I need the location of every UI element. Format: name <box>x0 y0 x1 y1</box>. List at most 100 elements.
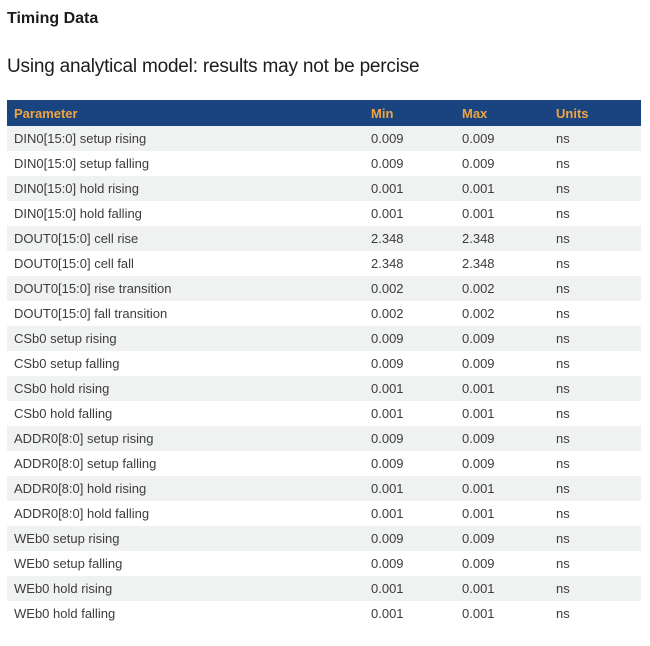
cell-min: 0.001 <box>371 481 404 496</box>
page-subtitle: Using analytical model: results may not … <box>7 56 420 77</box>
cell-min: 0.001 <box>371 606 404 621</box>
cell-min: 0.001 <box>371 406 404 421</box>
cell-max: 0.001 <box>462 606 495 621</box>
cell-min: 0.002 <box>371 306 404 321</box>
cell-max: 0.009 <box>462 131 495 146</box>
table-row: ADDR0[8:0] hold falling 0.001 0.001 ns <box>7 501 641 526</box>
table-row: WEb0 setup rising 0.009 0.009 ns <box>7 526 641 551</box>
cell-units: ns <box>556 456 570 471</box>
cell-max: 0.001 <box>462 381 495 396</box>
table-row: ADDR0[8:0] hold rising 0.001 0.001 ns <box>7 476 641 501</box>
column-header-parameter: Parameter <box>7 100 364 126</box>
cell-parameter: DOUT0[15:0] fall transition <box>14 306 168 321</box>
cell-min: 0.009 <box>371 156 404 171</box>
cell-min: 0.009 <box>371 556 404 571</box>
cell-units: ns <box>556 581 570 596</box>
cell-parameter: CSb0 setup rising <box>14 331 117 346</box>
cell-max: 0.009 <box>462 531 495 546</box>
cell-min: 0.009 <box>371 131 404 146</box>
cell-units: ns <box>556 406 570 421</box>
cell-parameter: ADDR0[8:0] setup rising <box>14 431 154 446</box>
cell-min: 0.001 <box>371 381 404 396</box>
cell-units: ns <box>556 331 570 346</box>
cell-max: 2.348 <box>462 231 495 246</box>
cell-parameter: WEb0 hold rising <box>14 581 113 596</box>
cell-units: ns <box>556 556 570 571</box>
cell-min: 0.009 <box>371 456 404 471</box>
cell-parameter: ADDR0[8:0] setup falling <box>14 456 157 471</box>
cell-units: ns <box>556 206 570 221</box>
cell-parameter: DOUT0[15:0] cell rise <box>14 231 139 246</box>
cell-min: 2.348 <box>371 256 404 271</box>
cell-units: ns <box>556 306 570 321</box>
cell-min: 0.001 <box>371 581 404 596</box>
cell-parameter: CSb0 setup falling <box>14 356 120 371</box>
cell-units: ns <box>556 256 570 271</box>
table-body: DIN0[15:0] setup rising 0.009 0.009 ns DIN0[… <box>7 126 641 626</box>
cell-units: ns <box>556 281 570 296</box>
cell-max: 0.009 <box>462 431 495 446</box>
table-row: ADDR0[8:0] setup rising 0.009 0.009 ns <box>7 426 641 451</box>
column-header-min: Min <box>364 100 455 126</box>
cell-max: 0.001 <box>462 506 495 521</box>
cell-max: 0.009 <box>462 456 495 471</box>
table-row: DIN0[15:0] hold rising 0.001 0.001 ns <box>7 176 641 201</box>
column-header-max: Max <box>455 100 549 126</box>
table-row: CSb0 setup rising 0.009 0.009 ns <box>7 326 641 351</box>
cell-min: 0.009 <box>371 431 404 446</box>
cell-min: 0.002 <box>371 281 404 296</box>
table-row: DOUT0[15:0] rise transition 0.002 0.002 ns <box>7 276 641 301</box>
cell-min: 0.001 <box>371 181 404 196</box>
cell-parameter: CSb0 hold rising <box>14 381 110 396</box>
cell-units: ns <box>556 156 570 171</box>
table-row: ADDR0[8:0] setup falling 0.009 0.009 ns <box>7 451 641 476</box>
table-row: DIN0[15:0] setup falling 0.009 0.009 ns <box>7 151 641 176</box>
cell-units: ns <box>556 531 570 546</box>
cell-max: 2.348 <box>462 256 495 271</box>
cell-max: 0.001 <box>462 181 495 196</box>
cell-parameter: DIN0[15:0] hold falling <box>14 206 142 221</box>
cell-units: ns <box>556 606 570 621</box>
table-row: CSb0 setup falling 0.009 0.009 ns <box>7 351 641 376</box>
cell-max: 0.002 <box>462 306 495 321</box>
cell-max: 0.001 <box>462 581 495 596</box>
cell-parameter: DIN0[15:0] hold rising <box>14 181 140 196</box>
cell-max: 0.001 <box>462 481 495 496</box>
cell-max: 0.001 <box>462 206 495 221</box>
table-row: DOUT0[15:0] cell rise 2.348 2.348 ns <box>7 226 641 251</box>
cell-parameter: WEb0 hold falling <box>14 606 116 621</box>
cell-min: 0.001 <box>371 206 404 221</box>
cell-max: 0.001 <box>462 406 495 421</box>
table-row: WEb0 setup falling 0.009 0.009 ns <box>7 551 641 576</box>
cell-parameter: ADDR0[8:0] hold falling <box>14 506 150 521</box>
table-row: CSb0 hold rising 0.001 0.001 ns <box>7 376 641 401</box>
timing-table: Parameter Min Max Units DIN0[15:0] setup… <box>7 100 641 626</box>
table-row: DOUT0[15:0] cell fall 2.348 2.348 ns <box>7 251 641 276</box>
cell-units: ns <box>556 181 570 196</box>
page-title: Timing Data <box>7 10 99 27</box>
cell-min: 0.009 <box>371 356 404 371</box>
cell-min: 2.348 <box>371 231 404 246</box>
cell-max: 0.009 <box>462 356 495 371</box>
cell-parameter: ADDR0[8:0] hold rising <box>14 481 147 496</box>
cell-units: ns <box>556 381 570 396</box>
cell-units: ns <box>556 481 570 496</box>
cell-parameter: DIN0[15:0] setup falling <box>14 156 150 171</box>
cell-parameter: WEb0 setup rising <box>14 531 120 546</box>
cell-units: ns <box>556 131 570 146</box>
table-row: WEb0 hold rising 0.001 0.001 ns <box>7 576 641 601</box>
cell-max: 0.009 <box>462 156 495 171</box>
column-header-units: Units <box>549 100 641 126</box>
cell-units: ns <box>556 356 570 371</box>
cell-units: ns <box>556 231 570 246</box>
cell-units: ns <box>556 431 570 446</box>
cell-min: 0.009 <box>371 531 404 546</box>
cell-parameter: DOUT0[15:0] cell fall <box>14 256 134 271</box>
cell-parameter: WEb0 setup falling <box>14 556 123 571</box>
cell-max: 0.009 <box>462 556 495 571</box>
cell-min: 0.001 <box>371 506 404 521</box>
table-header-row: Parameter Min Max Units <box>7 100 641 126</box>
table-row: DOUT0[15:0] fall transition 0.002 0.002 ns <box>7 301 641 326</box>
table-row: DIN0[15:0] setup rising 0.009 0.009 ns <box>7 126 641 151</box>
